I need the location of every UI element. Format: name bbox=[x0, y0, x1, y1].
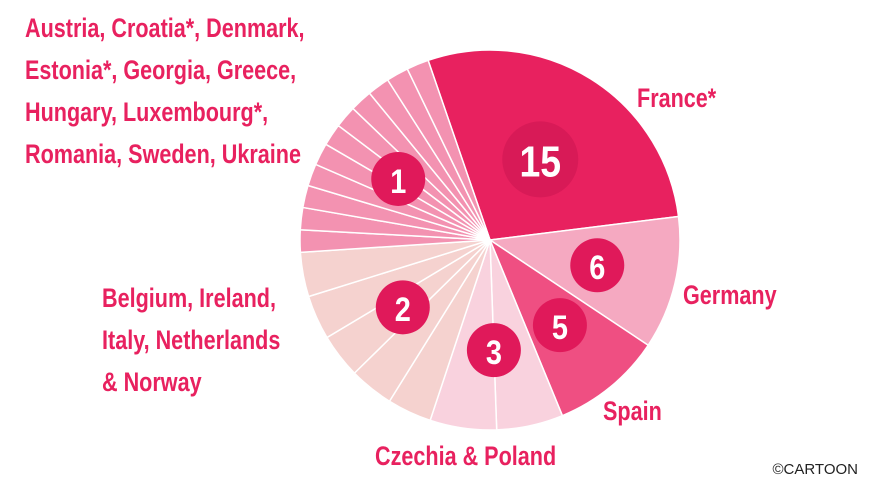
credit: ©CARTOON bbox=[772, 461, 858, 478]
slice-label: & Norway bbox=[102, 368, 202, 398]
value-label: 6 bbox=[589, 248, 605, 287]
slice-label: Romania, Sweden, Ukraine bbox=[25, 140, 301, 170]
slice-label: Italy, Netherlands bbox=[102, 326, 280, 356]
value-badge bbox=[570, 238, 625, 293]
value-badge bbox=[371, 151, 426, 206]
slice-label: Czechia & Poland bbox=[375, 442, 556, 472]
slice-label: Germany bbox=[683, 281, 777, 311]
slice-label: Belgium, Ireland, bbox=[102, 284, 276, 314]
value-badge bbox=[532, 298, 587, 353]
value-label: 15 bbox=[519, 137, 561, 187]
slice-label: Estonia*, Georgia, Greece, bbox=[25, 56, 296, 86]
value-badge bbox=[502, 121, 579, 198]
slice-label: Hungary, Luxembourg*, bbox=[25, 98, 268, 128]
pie-slice bbox=[406, 59, 491, 241]
value-label: 5 bbox=[552, 308, 568, 347]
slice-label: France* bbox=[637, 84, 717, 114]
value-label: 1 bbox=[390, 162, 406, 201]
value-label: 2 bbox=[395, 290, 411, 329]
value-label: 3 bbox=[486, 333, 502, 372]
value-badge bbox=[375, 280, 430, 335]
slice-label: Spain bbox=[603, 397, 662, 427]
slice-label: Austria, Croatia*, Denmark, bbox=[25, 14, 305, 44]
value-badge bbox=[466, 323, 521, 378]
